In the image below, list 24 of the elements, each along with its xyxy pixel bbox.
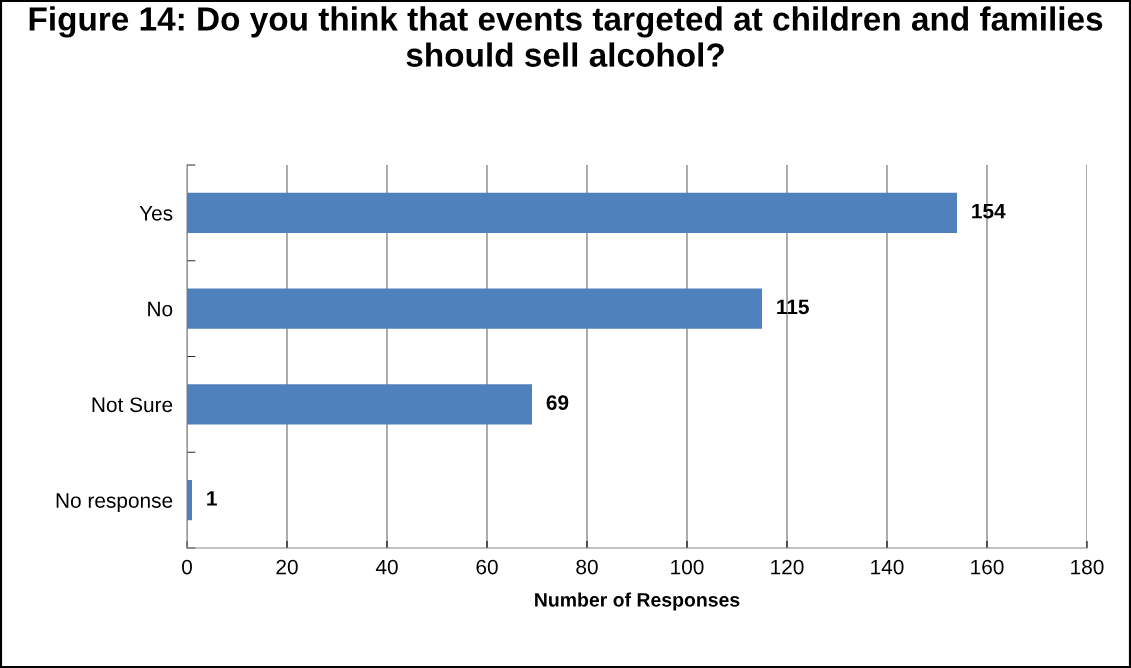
- x-tick-label: 0: [182, 559, 192, 575]
- x-tick-label: 60: [476, 559, 498, 575]
- x-tick-label: 20: [276, 559, 298, 575]
- chart-title: Figure 14: Do you think that events targeted at children and families should sell alcohol?: [29, 6, 1103, 67]
- bar: [187, 192, 957, 233]
- x-tick-label: 140: [871, 559, 904, 575]
- bar: [187, 384, 532, 425]
- bar: [187, 480, 192, 521]
- data-label: 154: [972, 203, 1006, 219]
- x-tick-label: 100: [671, 559, 704, 575]
- x-tick-label: 160: [971, 559, 1004, 575]
- y-tick-label: No: [148, 301, 173, 317]
- y-tick-label: No response: [56, 493, 173, 512]
- x-tick-label: 80: [576, 559, 598, 575]
- y-tick-label: Not Sure: [92, 397, 173, 413]
- bar: [187, 288, 762, 329]
- y-tick-label: Yes: [139, 206, 173, 221]
- x-tick-label: 120: [771, 559, 804, 575]
- x-tick-label: 180: [1071, 559, 1104, 575]
- x-axis-title: Number of Responses: [535, 592, 740, 611]
- x-tick-label: 40: [375, 559, 398, 575]
- data-label: 115: [777, 299, 809, 315]
- data-label: 1: [207, 491, 217, 506]
- data-label: 69: [546, 395, 569, 410]
